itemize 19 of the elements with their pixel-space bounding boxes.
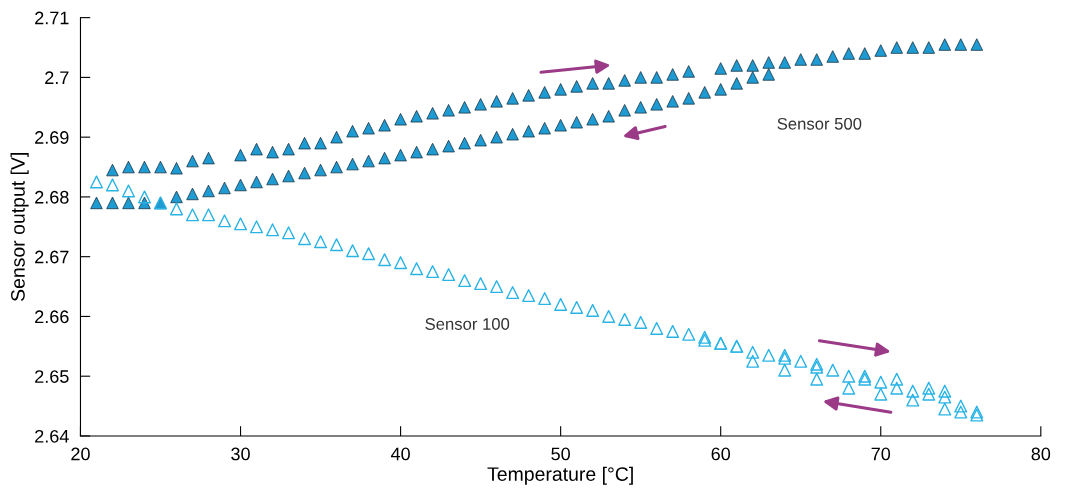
y-tick-label: 2.69 (35, 131, 69, 144)
y-tick-label: 2.64 (35, 429, 69, 443)
x-tick-label: 80 (1031, 447, 1051, 461)
series-label: Sensor 100 (425, 318, 510, 330)
y-tick-label: 2.66 (35, 310, 69, 324)
y-tick-label: 2.7 (45, 71, 69, 84)
x-tick-label: 30 (231, 447, 250, 461)
y-tick-label: 2.71 (35, 11, 69, 25)
y-tick-label: 2.67 (35, 250, 69, 264)
x-tick-label: 20 (71, 447, 90, 461)
x-tick-label: 40 (390, 447, 410, 461)
text: Sensor 500 (777, 117, 862, 130)
y-tick-label: 2.65 (35, 370, 69, 383)
y-axis-title: Sensor output [V] (10, 153, 29, 302)
y-tick-label: 2.68 (35, 190, 69, 204)
x-tick-label: 50 (551, 447, 570, 461)
x-tick-label: 70 (871, 447, 891, 461)
x-tick-label: 60 (711, 447, 731, 461)
x-axis-title: Temperature [°C] (487, 466, 633, 485)
